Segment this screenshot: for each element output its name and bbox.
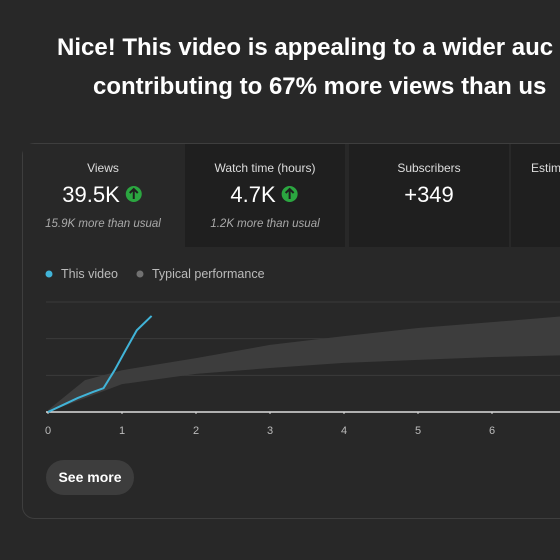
legend-label: Typical performance <box>152 267 265 281</box>
metric-tile <box>511 144 560 247</box>
up-arrow-icon <box>284 187 295 199</box>
metric-tile <box>185 144 345 247</box>
x-tick-label: 5 <box>415 425 421 437</box>
x-tick-label: 0 <box>45 425 51 437</box>
x-tick-label: 1 <box>119 425 125 437</box>
metric-label: Estim <box>531 161 560 175</box>
this-video-line <box>47 315 153 413</box>
metric-note: 1.2K more than usual <box>210 218 320 230</box>
x-tick-label: 2 <box>193 425 199 437</box>
metric-label: Watch time (hours) <box>215 161 316 175</box>
button-label[interactable]: See more <box>58 469 121 485</box>
metric-value: 39.5K <box>62 182 120 207</box>
metric-tile <box>23 144 183 247</box>
legend-label: This video <box>61 267 118 281</box>
x-tick-label: 6 <box>489 425 495 437</box>
metric-label: Views <box>87 161 119 175</box>
metric-value: 4.7K <box>230 182 276 207</box>
typical-band <box>48 316 560 412</box>
x-tick-label: 4 <box>341 425 347 437</box>
metric-tile <box>349 144 509 247</box>
x-tick-label: 3 <box>267 425 273 437</box>
legend-dot <box>136 270 144 278</box>
headline: Nice! This video is appealing to a wider… <box>57 34 553 61</box>
metric-label: Subscribers <box>397 161 460 175</box>
metric-value: +349 <box>404 182 454 207</box>
metric-note: 15.9K more than usual <box>45 218 161 230</box>
headline: contributing to 67% more views than us <box>93 73 546 100</box>
see-more-button[interactable] <box>46 460 134 495</box>
legend-dot <box>45 270 53 278</box>
up-arrow-icon <box>129 187 139 199</box>
